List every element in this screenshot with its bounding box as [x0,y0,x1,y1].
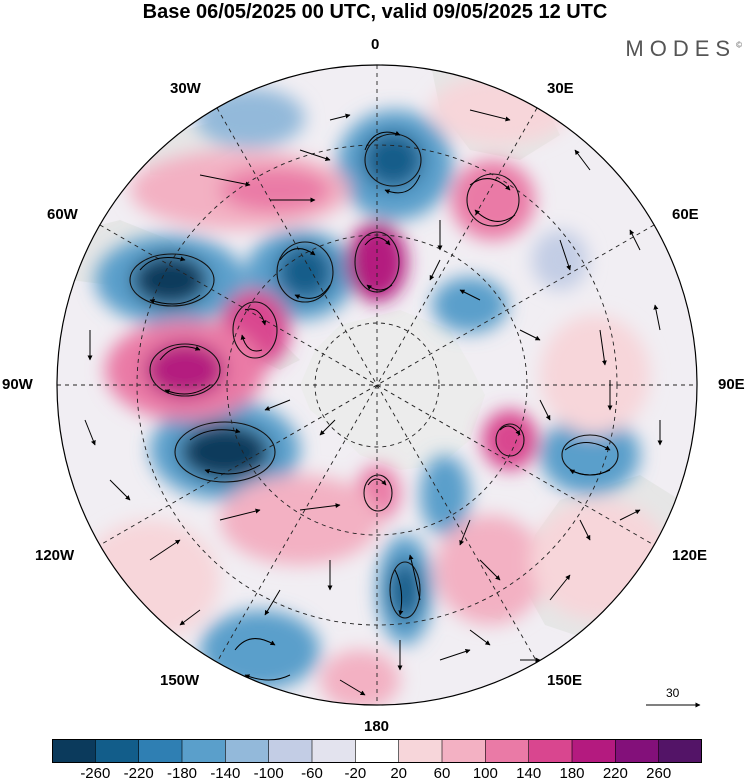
lon-label-60w: 60W [47,206,78,223]
colorbar-swatch [572,739,616,763]
colorbar-tick-label: 60 [433,765,451,782]
colorbar-swatch [658,739,702,763]
lon-label-30e: 30E [547,80,574,97]
colorbar-swatch [485,739,530,763]
vector-scale-label: 30 [666,686,680,700]
low-0-core [363,132,423,188]
low-160e-a [420,455,470,535]
colorbar-swatch [615,739,660,763]
lon-label-0: 0 [371,36,380,53]
colorbar-swatch [312,739,356,763]
high-120e-small [482,410,538,470]
brand-logo: MODES© [625,36,742,62]
colorbar-tick-label: 20 [390,765,407,782]
colorbar-tick-label: -100 [253,765,284,782]
lon-label-30w: 30W [170,80,201,97]
colorbar-tick-label: 180 [559,765,585,782]
colorbar-swatch [52,739,96,763]
high-90w-core [145,342,225,398]
colorbar-tick-label: 260 [646,765,672,782]
map-border [56,64,698,706]
colorbar-swatch [398,739,443,763]
colorbar-tick-label: -60 [301,765,323,782]
colorbar-swatch [355,739,400,763]
low-60w-core [132,254,208,306]
low-60e [532,230,588,290]
low-45w-core [277,244,333,300]
lon-label-120w: 120W [35,547,75,564]
low-175e-core [389,560,421,620]
high-135w [220,475,380,565]
low-100e [540,415,640,495]
colorbar-tick-label: -260 [80,765,111,782]
colorbar-tick-label: -180 [166,765,198,782]
lon-label-150w: 150W [160,672,200,689]
high-85e [540,315,650,435]
colorbar-tick-label: -20 [344,765,367,782]
high-30w-core [220,168,330,212]
colorbar-tick-label: -220 [123,765,154,782]
lon-label-150e: 150E [547,672,583,689]
colorbar-swatch [95,739,140,763]
low-30e [432,277,508,333]
high-20e [451,160,535,240]
colorbar-tick-label: -140 [210,765,241,782]
lon-label-120e: 120E [672,547,708,564]
antarctica-land [300,310,485,470]
colorbar [52,739,702,763]
colorbar-tick-label: 100 [472,765,498,782]
colorbar-swatch [225,739,270,763]
colorbar-tick-label: 220 [602,765,628,782]
high-0-core [347,222,407,302]
colorbar-swatch [138,739,183,763]
colorbar-tick-label: 140 [516,765,542,782]
colorbar-swatch [182,739,226,763]
colorbar-ticks: -260 -220 -180 -140 -100 -60 -20 20 60 100 140 180 2… [0,765,750,783]
high-135e [530,500,670,620]
map-disk [57,65,697,705]
colorbar-swatch [442,739,486,763]
low-105w-core [180,424,270,480]
low-30w [195,88,305,148]
brand-mark: © [736,40,742,50]
lon-label-60e: 60E [672,206,699,223]
brand-text: MODES [625,36,737,61]
lon-label-180: 180 [364,718,390,735]
height-contours [129,133,619,619]
high-120w [80,520,220,640]
low-150w [200,610,320,690]
colorbar-swatch [528,739,573,763]
colorbar-border [52,739,702,763]
map-title: Base 06/05/2025 00 UTC, valid 09/05/2025… [142,1,608,23]
high-165w [320,650,400,705]
lon-label-90w: 90W [2,376,33,393]
lon-label-90e: 90E [718,376,745,393]
colorbar-swatch [268,739,313,763]
